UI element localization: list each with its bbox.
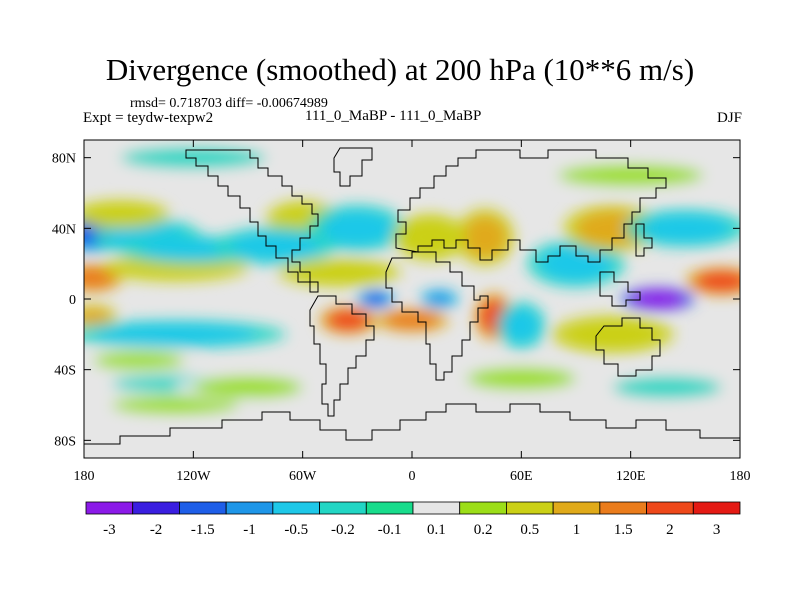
field-blob: [424, 291, 454, 307]
colorbar-swatch: [179, 501, 227, 515]
field-blob: [402, 219, 458, 255]
field-blob: [557, 164, 704, 186]
coastline-africa: [385, 251, 489, 381]
colorbar-label: -0.1: [378, 522, 402, 538]
axes: 180 120W 60W 0 60E 120E 180 80N 40N 0 40S 80S: [52, 140, 751, 484]
x-tick-label: 0: [409, 469, 416, 484]
x-tick-label: 120W: [176, 469, 211, 484]
x-tick-label: 180: [74, 469, 95, 484]
coastline-antarctica: [84, 403, 740, 445]
colorbar-swatch: [412, 501, 461, 515]
field-blob: [84, 307, 112, 326]
colorbar-swatch: [646, 501, 694, 515]
field-blob: [320, 210, 394, 246]
colorbar-swatch: [365, 501, 414, 515]
colorbar-label: -2: [150, 522, 163, 538]
coastline-south-america: [309, 295, 375, 417]
colorbar-swatch: [132, 501, 180, 515]
y-tick-label: 80N: [52, 152, 76, 167]
colorbar-swatch: [225, 501, 274, 515]
colorbar-label: 3: [713, 522, 721, 538]
field-blob: [384, 311, 440, 330]
x-tick-label: 60E: [510, 469, 533, 484]
coastline-greenland: [333, 147, 373, 187]
field-blob: [84, 203, 157, 225]
field-blob: [639, 214, 731, 243]
colorbar-swatch: [599, 501, 647, 515]
x-tick-label: 120E: [616, 469, 646, 484]
colorbar-label: 0.1: [427, 522, 446, 538]
colorbar-swatch: [459, 501, 507, 515]
coastline-eurasia: [395, 149, 667, 263]
colorbar-label: -3: [103, 522, 116, 538]
colorbar-label: -1.5: [191, 522, 215, 538]
colorbar-label: 2: [666, 522, 674, 538]
coastlines: [84, 147, 740, 445]
colorbar-label: -0.2: [331, 522, 355, 538]
colorbar-swatch: [272, 501, 320, 515]
colorbar-swatch: [85, 501, 134, 515]
season-label: DJF: [716, 110, 742, 126]
colorbar-label: 0.2: [474, 522, 493, 538]
field-blob: [93, 323, 258, 345]
colorbar-label: 0.5: [520, 522, 539, 538]
field-blob: [111, 396, 239, 414]
colorbar-label: -0.5: [284, 522, 308, 538]
chart-title: Divergence (smoothed) at 200 hPa (10**6 …: [105, 52, 695, 87]
field-blob: [466, 367, 576, 390]
colorbar-swatch: [692, 501, 741, 515]
colorbar-label: 1.5: [614, 522, 633, 538]
field-blob: [463, 215, 507, 259]
coastline-maritime-continent: [599, 271, 641, 307]
field-blob: [576, 210, 649, 246]
coastline-north-america: [185, 149, 319, 293]
colorbar-swatch: [319, 501, 367, 515]
field-blob: [293, 261, 385, 284]
experiment-label: Expt = teydw-texpw2: [83, 110, 214, 126]
field-blobs: [84, 143, 740, 417]
x-tick-label: 60W: [289, 469, 317, 484]
coastline-japan: [635, 223, 653, 257]
plot-area: [84, 140, 740, 458]
colorbar-swatch: [506, 501, 554, 515]
colorbar-label: 1: [573, 522, 581, 538]
field-blob: [326, 309, 371, 331]
y-tick-label: 40S: [54, 364, 76, 379]
y-tick-label: 80S: [54, 434, 76, 449]
field-blob: [360, 291, 391, 307]
case-label: 111_0_MaBP - 111_0_MaBP: [305, 108, 482, 124]
colorbar-swatch: [552, 501, 601, 515]
field-blob: [612, 376, 722, 398]
colorbar-label: -1: [243, 522, 256, 538]
field-blob: [503, 307, 540, 344]
field-blob: [93, 352, 185, 370]
x-tick-label: 180: [730, 469, 751, 484]
coastline-australia: [595, 317, 661, 377]
stats-text: rmsd= 0.718703 diff= -0.00674989: [130, 96, 328, 111]
field-blob: [566, 320, 658, 349]
field-blob: [193, 376, 303, 398]
field-blob: [694, 270, 740, 292]
field-blob: [539, 245, 613, 282]
y-tick-label: 0: [69, 293, 76, 308]
y-tick-label: 40N: [52, 222, 76, 237]
colorbar: -3 -2 -1.5 -1 -0.5 -0.2 -0.1 0.1 0.2 0.5 1 1.5 2 3: [85, 501, 741, 538]
field-blob: [630, 290, 686, 308]
